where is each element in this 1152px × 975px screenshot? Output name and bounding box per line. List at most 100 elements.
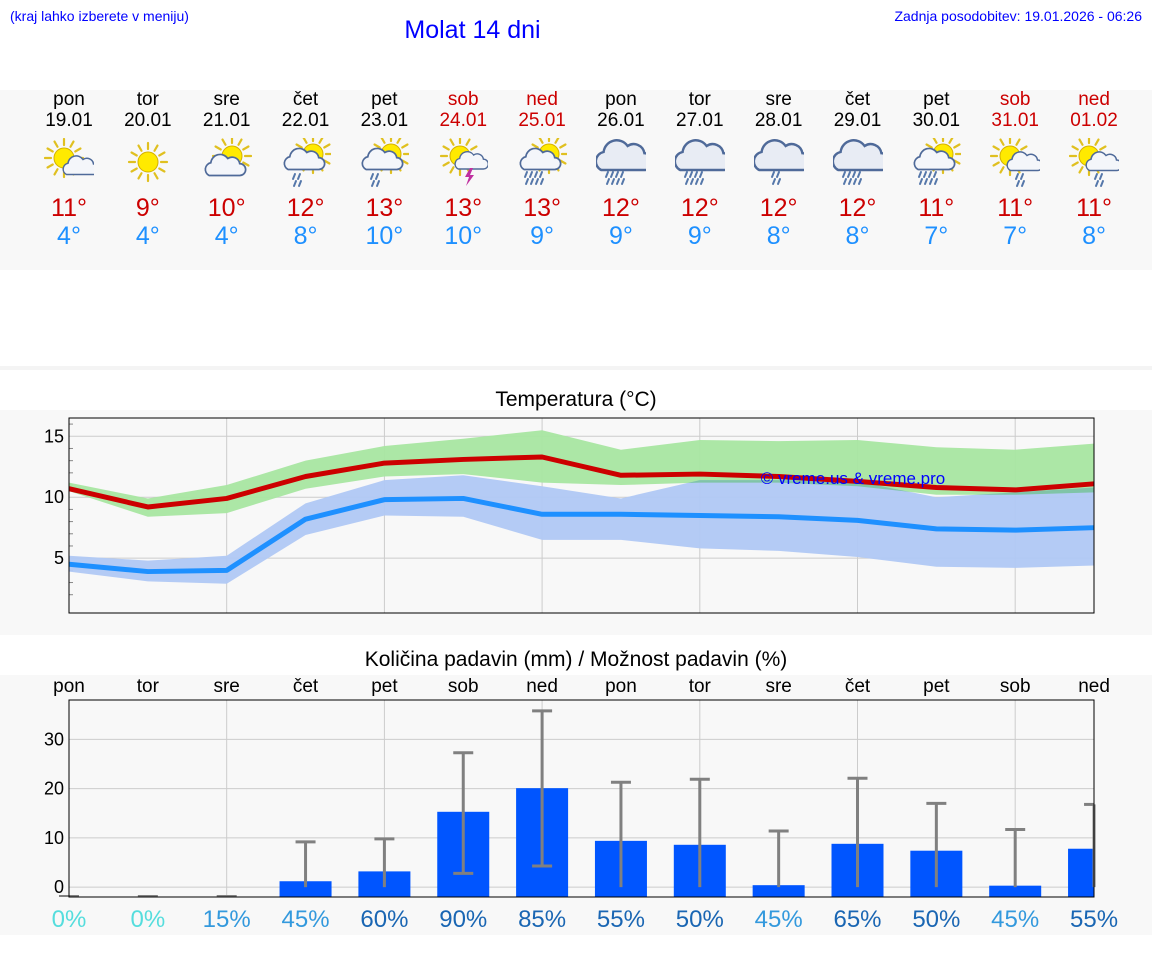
cloud-shape (361, 147, 404, 171)
temperature-chart-title: Temperatura (°C) (495, 388, 657, 411)
day-date: 30.01 (912, 110, 961, 131)
precipitation-probability: 45% (282, 906, 330, 933)
weekday-label: čet (293, 676, 319, 697)
weekday-label: pet (923, 676, 950, 697)
cloud-rain-icon (674, 139, 725, 185)
max-temperature: 12° (759, 194, 798, 222)
day-date: 20.01 (124, 110, 172, 131)
divider (0, 366, 1152, 370)
precipitation-probability: 0% (131, 906, 166, 933)
precipitation-probability: 85% (518, 906, 566, 933)
precipitation-probability: 45% (991, 906, 1039, 933)
max-temperature: 12° (602, 194, 640, 222)
max-temperature: 13° (523, 194, 561, 222)
y-tick-label: 5 (54, 548, 64, 568)
day-date: 28.01 (754, 110, 803, 131)
forecast-day: sre 21.01 10° 4° (187, 90, 267, 250)
sun-cloud-rain-icon (283, 138, 331, 187)
max-temperature: 12° (286, 194, 325, 222)
day-date: 29.01 (833, 110, 882, 131)
cloud-rain-icon (595, 139, 646, 185)
forecast-day: ned 01.02 11° 8° (1054, 90, 1134, 250)
sun-cloud-icon (204, 138, 252, 177)
precipitation-probability: 65% (833, 906, 881, 933)
min-temperature: 8° (845, 222, 870, 250)
sun-cloud-heavy-rain-icon (913, 138, 962, 185)
watermark: © vreme.us & vreme.pro (761, 469, 945, 488)
temperature-chart: 5 10 15 © vreme.us & vreme.pro (44, 417, 1095, 614)
rain-drops (1094, 173, 1105, 187)
weekday-label: ned (1078, 676, 1110, 697)
day-name: sob (447, 89, 479, 110)
min-temperature: 10° (444, 222, 483, 250)
day-name: sre (765, 89, 792, 110)
y-tick-label: 20 (44, 779, 64, 799)
day-date: 31.01 (991, 110, 1039, 131)
precipitation-probability: 0% (52, 906, 87, 933)
day-name: pon (53, 89, 85, 110)
min-temperature: 7° (924, 222, 949, 250)
day-date: 01.02 (1070, 110, 1118, 131)
cloud-shape (595, 139, 646, 172)
day-name: tor (688, 89, 711, 110)
forecast-day: čet 22.01 12° 8° (266, 90, 346, 250)
min-temperature-range (69, 475, 1095, 584)
rain-drops (841, 171, 862, 185)
precipitation-bar (752, 885, 805, 897)
page-title: Molat 14 dni (404, 16, 541, 44)
precipitation-probability: 50% (912, 906, 960, 933)
daily-forecast-strip: pon 19.01 11° 4° tor 20.01 9° 4° sre 21.01 10° 4° če… (0, 90, 1152, 270)
rain-drops (1015, 173, 1026, 187)
weekday-label: ned (526, 676, 558, 697)
cloud-shape (753, 139, 804, 172)
cloud-shape (832, 139, 883, 172)
last-updated: Zadnja posodobitev: 19.01.2026 - 06:26 (894, 8, 1142, 24)
max-temperature-range (69, 430, 1095, 517)
forecast-day: sob 31.01 11° 7° (975, 90, 1055, 250)
day-date: 21.01 (202, 110, 251, 131)
weekday-label: čet (845, 676, 871, 697)
cloud-shape (1085, 151, 1120, 172)
location-hint: (kraj lahko izberete v meniju) (10, 8, 189, 24)
day-name: čet (292, 89, 319, 110)
precipitation-chart: pon tor sre čet pet sob ned pon tor sre čet pet sob n… (44, 676, 1118, 933)
forecast-day: tor 27.01 12° 9° (660, 90, 740, 250)
cloud-shape (674, 139, 725, 172)
max-temperature: 11° (997, 194, 1034, 222)
rain-drops (370, 173, 381, 187)
weekday-label: tor (689, 676, 712, 697)
sun-cloud-rain-icon (361, 138, 410, 187)
precipitation-probability: 15% (203, 906, 251, 933)
precipitation-probability: 55% (597, 906, 645, 933)
rain-drops (770, 171, 781, 185)
rain-drops (291, 173, 302, 187)
max-temperature: 10° (207, 194, 246, 222)
cloud-shape (454, 151, 489, 170)
cloud-shape (1006, 151, 1041, 172)
precipitation-bar (989, 885, 1042, 897)
day-date: 27.01 (676, 110, 724, 131)
day-name: pet (923, 89, 950, 110)
max-temperature: 12° (838, 194, 877, 222)
min-temperature-line (68, 495, 1095, 575)
sun-thunder-icon (440, 138, 489, 186)
min-temperature: 9° (530, 222, 555, 250)
min-temperature: 7° (1003, 222, 1028, 250)
plot-frame (68, 699, 1095, 898)
precipitation-probability: 55% (1070, 906, 1118, 933)
rain-drops (524, 171, 545, 185)
max-temperature: 11° (918, 194, 955, 222)
forecast-day: tor 20.01 9° 4° (108, 90, 188, 251)
forecast-day: čet 29.01 12° 8° (818, 90, 898, 250)
day-date: 25.01 (518, 110, 566, 131)
min-temperature: 8° (1082, 222, 1106, 250)
weekday-label: pon (53, 676, 85, 697)
max-temperature: 11° (51, 194, 87, 222)
max-temperature: 13° (365, 194, 404, 222)
day-date: 22.01 (281, 110, 330, 131)
min-temperature: 8° (293, 222, 318, 250)
day-date: 24.01 (439, 110, 488, 131)
weekday-label: sre (213, 676, 239, 697)
sun-cloud-light-rain-icon (1069, 138, 1120, 187)
forecast-day: sob 24.01 13° 10° (423, 90, 503, 250)
